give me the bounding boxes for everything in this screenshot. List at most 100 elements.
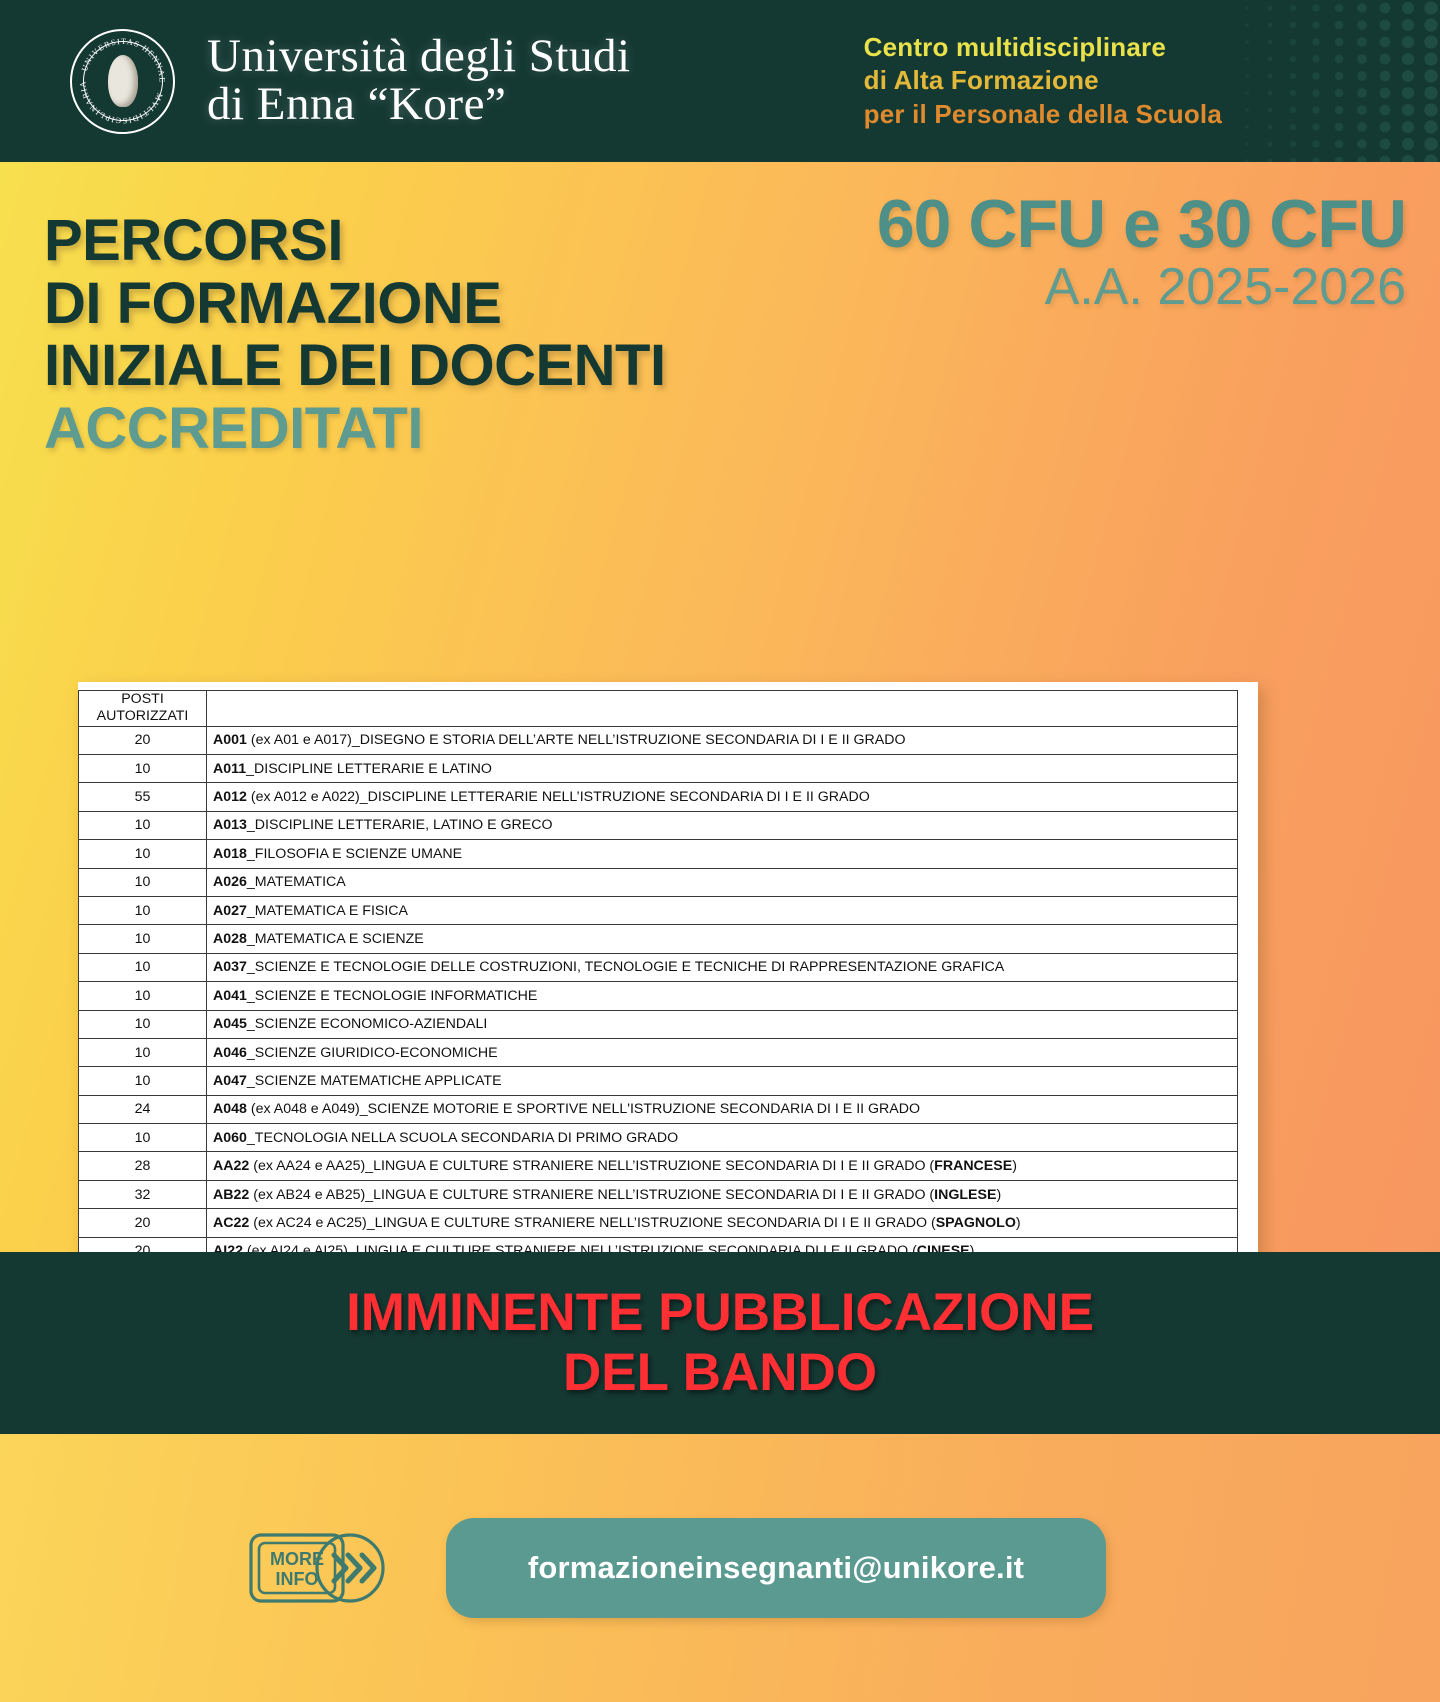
contact-footer: MORE INFO formazioneinsegnanti@unikore.i… [0,1434,1440,1702]
university-name-line1: Università degli Studi [207,30,631,83]
courses-table-card: POSTI AUTORIZZATI 20 A001 (ex A01 e A017)… [78,682,1258,1252]
email-pill[interactable]: formazioneinsegnanti@unikore.it [446,1518,1106,1618]
decorative-dot-pattern [1235,0,1440,162]
table-row: 10 A046_SCIENZE GIURIDICO-ECONOMICHE [78,1037,1238,1068]
table-row: 55 A012 (ex A012 e A022)_DISCIPLINE LETTE… [78,782,1238,812]
cell-posti-autorizzati: 10 [78,1123,207,1153]
posti-head-line2: AUTORIZZATI [96,708,189,725]
contact-email: formazioneinsegnanti@unikore.it [527,1550,1025,1585]
cell-classe-concorso: AB22 (ex AB24 e AB25)_LINGUA E CULTURE S… [206,1179,1238,1210]
table-row: 10 A047_SCIENZE MATEMATICHE APPLICATE [78,1066,1238,1096]
classe-language: CINESE [916,1243,970,1252]
cell-posti-autorizzati: 10 [78,924,207,954]
cell-classe-concorso: A018_FILOSOFIA E SCIENZE UMANE [206,839,1238,869]
table-row: 10 A041_SCIENZE E TECNOLOGIE INFORMATICHE [78,981,1238,1011]
classe-code: A012 [213,789,247,806]
cell-posti-autorizzati: 10 [78,1009,207,1039]
classe-code: A028 [213,931,247,948]
university-name: Università degli Studi di Enna “Kore” [207,30,631,130]
table-row: 32 AB22 (ex AB24 e AB25)_LINGUA E CULTURE… [78,1179,1238,1210]
classe-language: FRANCESE [934,1158,1013,1175]
centro-line-3: per il Personale della Scuola [863,98,1222,129]
cell-classe-concorso: A013_DISCIPLINE LETTERARIE, LATINO E GRE… [206,810,1238,841]
crest-inner-ring [82,41,163,121]
classe-code: A001 [213,732,247,749]
cell-posti-autorizzati: 10 [78,895,207,926]
cell-classe-concorso: A012 (ex A012 e A022)_DISCIPLINE LETTERA… [206,782,1238,812]
cfu-label: 60 CFU e 30 CFU [876,186,1407,262]
classe-code: A041 [213,987,247,1004]
cell-posti-autorizzati: 20 [78,1208,207,1238]
page-header: UNIVERSITAS HENNAE MVLTIDISCIPLINARIA Un… [0,0,1440,162]
classe-code: A011 [213,760,247,777]
table-row: 10 A027_MATEMATICA E FISICA [78,895,1238,926]
classe-code: A027 [213,902,247,919]
table-row: 10 A060_TECNOLOGIA NELLA SCUOLA SECONDARI… [78,1123,1238,1153]
university-name-line2: di Enna “Kore” [207,78,507,130]
hero-title-line2: DI FORMAZIONE [44,270,502,336]
classe-code: A047 [213,1073,247,1089]
cell-posti-autorizzati: 10 [78,810,207,841]
classe-language: SPAGNOLO [935,1214,1016,1231]
classe-code: A026 [213,874,247,891]
cell-posti-autorizzati: 32 [78,1179,207,1210]
cell-posti-autorizzati: 10 [78,754,207,784]
table-row: 24 A048 (ex A048 e A049)_SCIENZE MOTORIE … [78,1094,1238,1125]
column-header-posti-autorizzati: POSTI AUTORIZZATI [78,690,207,727]
svg-text:INFO: INFO [276,1569,319,1589]
classe-language: INGLESE [934,1186,997,1203]
cell-posti-autorizzati: 28 [78,1151,207,1181]
classe-code: A046 [213,1044,247,1061]
cell-classe-concorso: A045_SCIENZE ECONOMICO-AZIENDALI [206,1009,1238,1039]
hero-titles: PERCORSI DI FORMAZIONE INIZIALE DEI DOCE… [0,162,1440,507]
classe-code: A018 [213,845,247,862]
cell-classe-concorso: A001 (ex A01 e A017)_DISEGNO E STORIA DE… [206,725,1238,756]
classe-code: A037 [213,959,247,976]
cell-classe-concorso: AA22 (ex AA24 e AA25)_LINGUA E CULTURE S… [206,1151,1238,1181]
crest-figure-icon [107,55,138,107]
cell-classe-concorso: A047_SCIENZE MATEMATICHE APPLICATE [206,1066,1238,1096]
university-crest-icon: UNIVERSITAS HENNAE MVLTIDISCIPLINARIA [70,28,175,134]
column-header-classe-concorso [206,690,1238,727]
cell-posti-autorizzati: 10 [78,1037,207,1068]
cell-posti-autorizzati: 10 [78,867,207,897]
hero-subtitle-accreditati: ACCREDITATI [44,395,423,461]
classe-code: A060 [213,1129,247,1146]
announcement-line-1: IMMINENTE PUBBLICAZIONE [346,1283,1094,1343]
classe-code: A013 [213,817,247,834]
table-row: 20 AI22 (ex AI24 e AI25)_LINGUA E CULTURE… [78,1236,1238,1252]
cell-classe-concorso: A048 (ex A048 e A049)_SCIENZE MOTORIE E … [206,1094,1238,1125]
cell-posti-autorizzati: 24 [78,1094,207,1125]
cell-classe-concorso: A037_SCIENZE E TECNOLOGIE DELLE COSTRUZI… [206,952,1238,983]
cell-classe-concorso: AC22 (ex AC24 e AC25)_LINGUA E CULTURE S… [206,1208,1238,1238]
cell-posti-autorizzati: 10 [78,1066,207,1096]
svg-text:MORE: MORE [270,1549,324,1569]
cell-classe-concorso: A011_DISCIPLINE LETTERARIE E LATINO [206,754,1238,784]
classe-code: A048 [213,1101,247,1118]
cell-classe-concorso: A060_TECNOLOGIA NELLA SCUOLA SECONDARIA … [206,1123,1238,1153]
table-row: 10 A045_SCIENZE ECONOMICO-AZIENDALI [78,1009,1238,1039]
table-row: 20 A001 (ex A01 e A017)_DISEGNO E STORIA … [78,725,1238,756]
cfu-block: 60 CFU e 30 CFU A.A. 2025-2026 [876,186,1407,316]
table-row: 10 A018_FILOSOFIA E SCIENZE UMANE [78,839,1238,869]
more-info-icon[interactable]: MORE INFO [248,1527,398,1609]
academic-year-label: A.A. 2025-2026 [1044,258,1406,316]
cell-classe-concorso: A028_MATEMATICA E SCIENZE [206,924,1238,954]
cell-classe-concorso: AI22 (ex AI24 e AI25)_LINGUA E CULTURE S… [206,1236,1238,1252]
cell-classe-concorso: A026_MATEMATICA [206,867,1238,897]
classe-code: AC22 [213,1214,250,1231]
cell-classe-concorso: A046_SCIENZE GIURIDICO-ECONOMICHE [206,1037,1238,1068]
courses-table-body: 20 A001 (ex A01 e A017)_DISEGNO E STORIA … [78,725,1238,1252]
centro-line-1: Centro multidisciplinare [863,32,1167,63]
cell-posti-autorizzati: 55 [78,782,207,812]
table-row: 10 A028_MATEMATICA E SCIENZE [78,924,1238,954]
classe-code: AI22 [213,1243,243,1252]
table-row: 28 AA22 (ex AA24 e AA25)_LINGUA E CULTURE… [78,1151,1238,1181]
table-header-row: POSTI AUTORIZZATI [78,690,1238,727]
table-row: 10 A026_MATEMATICA [78,867,1238,897]
table-row: 10 A037_SCIENZE E TECNOLOGIE DELLE COSTRU… [78,952,1238,983]
classe-code: A045 [213,1016,247,1033]
table-row: 20 AC22 (ex AC24 e AC25)_LINGUA E CULTURE… [78,1208,1238,1238]
table-row: 10 A011_DISCIPLINE LETTERARIE E LATINO [78,754,1238,784]
